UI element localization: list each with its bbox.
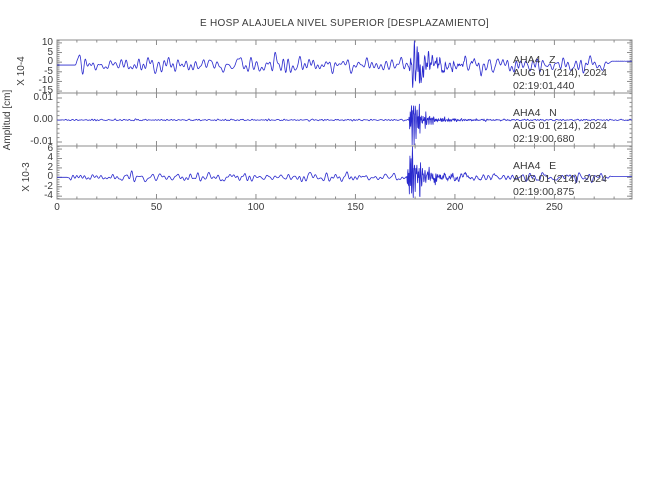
panel-frame-Z bbox=[56, 39, 633, 94]
trace-N bbox=[57, 103, 633, 146]
chart-title: E HOSP ALAJUELA NIVEL SUPERIOR [DESPLAZA… bbox=[199, 18, 489, 29]
trace-Z bbox=[57, 40, 632, 88]
trace-E bbox=[57, 146, 632, 198]
panel-frame-E bbox=[56, 145, 633, 200]
